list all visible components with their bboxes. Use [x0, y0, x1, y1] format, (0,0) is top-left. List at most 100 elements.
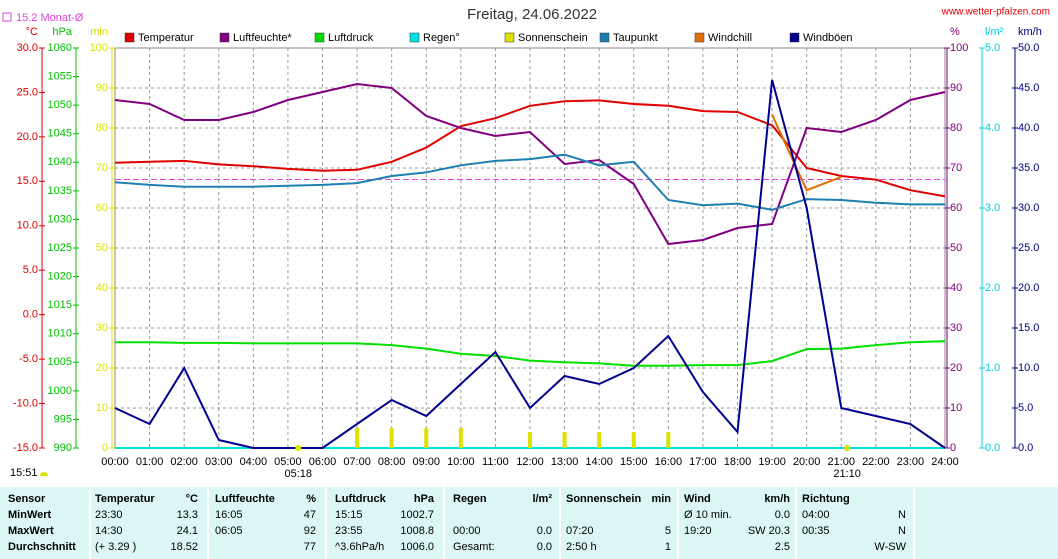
sun-bar: [666, 432, 671, 448]
x-tick-label: 09:00: [412, 456, 440, 468]
table-cell: 18.52: [170, 541, 198, 553]
y-tick-label: 5.0: [1018, 402, 1033, 414]
y-tick-label: 35.0: [1018, 162, 1039, 174]
y-tick-label: 15.0: [17, 175, 38, 187]
sun-bar: [562, 432, 567, 448]
table-cell: 04:00: [802, 509, 830, 521]
axis-unit: min: [90, 26, 108, 38]
sun-icon: [40, 472, 48, 476]
current-time: 15:51: [10, 467, 38, 479]
table-cell: 15:15: [335, 509, 363, 521]
table-cell: Temperatur: [95, 493, 155, 505]
y-tick-label: 90: [96, 82, 108, 94]
x-tick-label: 08:00: [378, 456, 406, 468]
axis-unit: °C: [26, 26, 38, 38]
table-cell: 0.0: [775, 509, 790, 521]
axis-unit: hPa: [52, 26, 72, 38]
legend-label: Taupunkt: [613, 32, 658, 44]
y-tick-label: 1020: [48, 270, 72, 282]
table-cell: Luftdruck: [335, 493, 387, 505]
y-tick-label: -5.0: [19, 353, 38, 365]
legend-swatch: [409, 32, 420, 43]
x-tick-label: 18:00: [724, 456, 752, 468]
table-cell: 06:05: [215, 525, 243, 537]
y-tick-label: 20: [96, 362, 108, 374]
table-cell: min: [651, 493, 671, 505]
series-line: [115, 340, 946, 367]
y-tick-label: 10: [950, 402, 962, 414]
y-tick-label: 30.0: [17, 42, 38, 54]
x-tick-label: 21:00: [827, 456, 855, 468]
legend-swatch: [314, 32, 325, 43]
x-tick-label: 05:00: [274, 456, 302, 468]
sun-event-marker: [844, 445, 851, 451]
y-tick-label: 1015: [48, 299, 72, 311]
y-tick-label: 20.0: [17, 131, 38, 143]
y-tick-label: 1.0: [985, 362, 1000, 374]
sun-bar: [424, 428, 429, 448]
avg-label: 15.2 Monat-Ø: [16, 12, 84, 24]
source: www.wetter-pfalzen.com: [941, 7, 1050, 18]
sun-bar: [389, 428, 394, 448]
x-tick-label: 04:00: [240, 456, 268, 468]
y-tick-label: 5.0: [985, 42, 1000, 54]
legend-label: Luftfeuchte*: [233, 32, 292, 44]
table-cell: 5: [665, 525, 671, 537]
legend-label: Temperatur: [138, 32, 194, 44]
table-bg: [0, 487, 1058, 559]
table-cell: °C: [186, 493, 198, 505]
series-line: [114, 82, 946, 246]
x-tick-label: 14:00: [585, 456, 613, 468]
x-tick-label: 16:00: [655, 456, 683, 468]
series-line: [114, 79, 946, 449]
y-tick-label: 100: [90, 42, 108, 54]
y-tick-label: 30.0: [1018, 202, 1039, 214]
table-cell: MinWert: [8, 509, 52, 521]
y-tick-label: 30: [96, 322, 108, 334]
table-cell: 92: [304, 525, 316, 537]
table-cell: hPa: [414, 493, 435, 505]
x-tick-label: 01:00: [136, 456, 164, 468]
y-tick-label: 70: [96, 162, 108, 174]
legend-label: Sonnenschein: [518, 32, 588, 44]
table-cell: ^3.6hPa/h: [335, 541, 384, 553]
table-cell: 0.0: [537, 541, 552, 553]
x-tick-label: 24:00: [931, 456, 959, 468]
table-cell: km/h: [764, 493, 790, 505]
table-cell: 1: [665, 541, 671, 553]
y-tick-label: 10: [96, 402, 108, 414]
series-line: [114, 99, 946, 198]
legend-swatch: [504, 32, 515, 43]
legend-swatch: [219, 32, 230, 43]
y-tick-label: -15.0: [13, 442, 38, 454]
table-cell: Sensor: [8, 493, 46, 505]
y-tick-label: 80: [96, 122, 108, 134]
x-tick-label: 07:00: [343, 456, 371, 468]
avg-icon: [2, 12, 12, 22]
axis-unit: %: [950, 26, 960, 38]
x-tick-label: 13:00: [551, 456, 579, 468]
x-tick-label: 17:00: [689, 456, 717, 468]
table-cell: 2.5: [775, 541, 790, 553]
x-tick-label: 06:00: [309, 456, 337, 468]
table-cell: 23:30: [95, 509, 123, 521]
sun-event-marker: [295, 445, 302, 451]
y-tick-label: 1040: [48, 156, 72, 168]
legend-label: Windchill: [708, 32, 752, 44]
table-cell: 2:50 h: [566, 541, 597, 553]
table-cell: W-SW: [874, 541, 906, 553]
table-cell: 16:05: [215, 509, 243, 521]
table-cell: Wind: [684, 493, 711, 505]
y-tick-label: 3.0: [985, 202, 1000, 214]
table-cell: N: [898, 509, 906, 521]
x-tick-label: 20:00: [793, 456, 821, 468]
legend-swatch: [694, 32, 705, 43]
table-cell: Durchschnitt: [8, 541, 76, 553]
table-cell: Ø 10 min.: [684, 509, 732, 521]
y-tick-label: 1060: [48, 42, 72, 54]
x-tick-label: 23:00: [897, 456, 925, 468]
table-cell: %: [306, 493, 316, 505]
avg-value: 15.2: [16, 12, 37, 24]
legend-label: Regen°: [423, 32, 460, 44]
